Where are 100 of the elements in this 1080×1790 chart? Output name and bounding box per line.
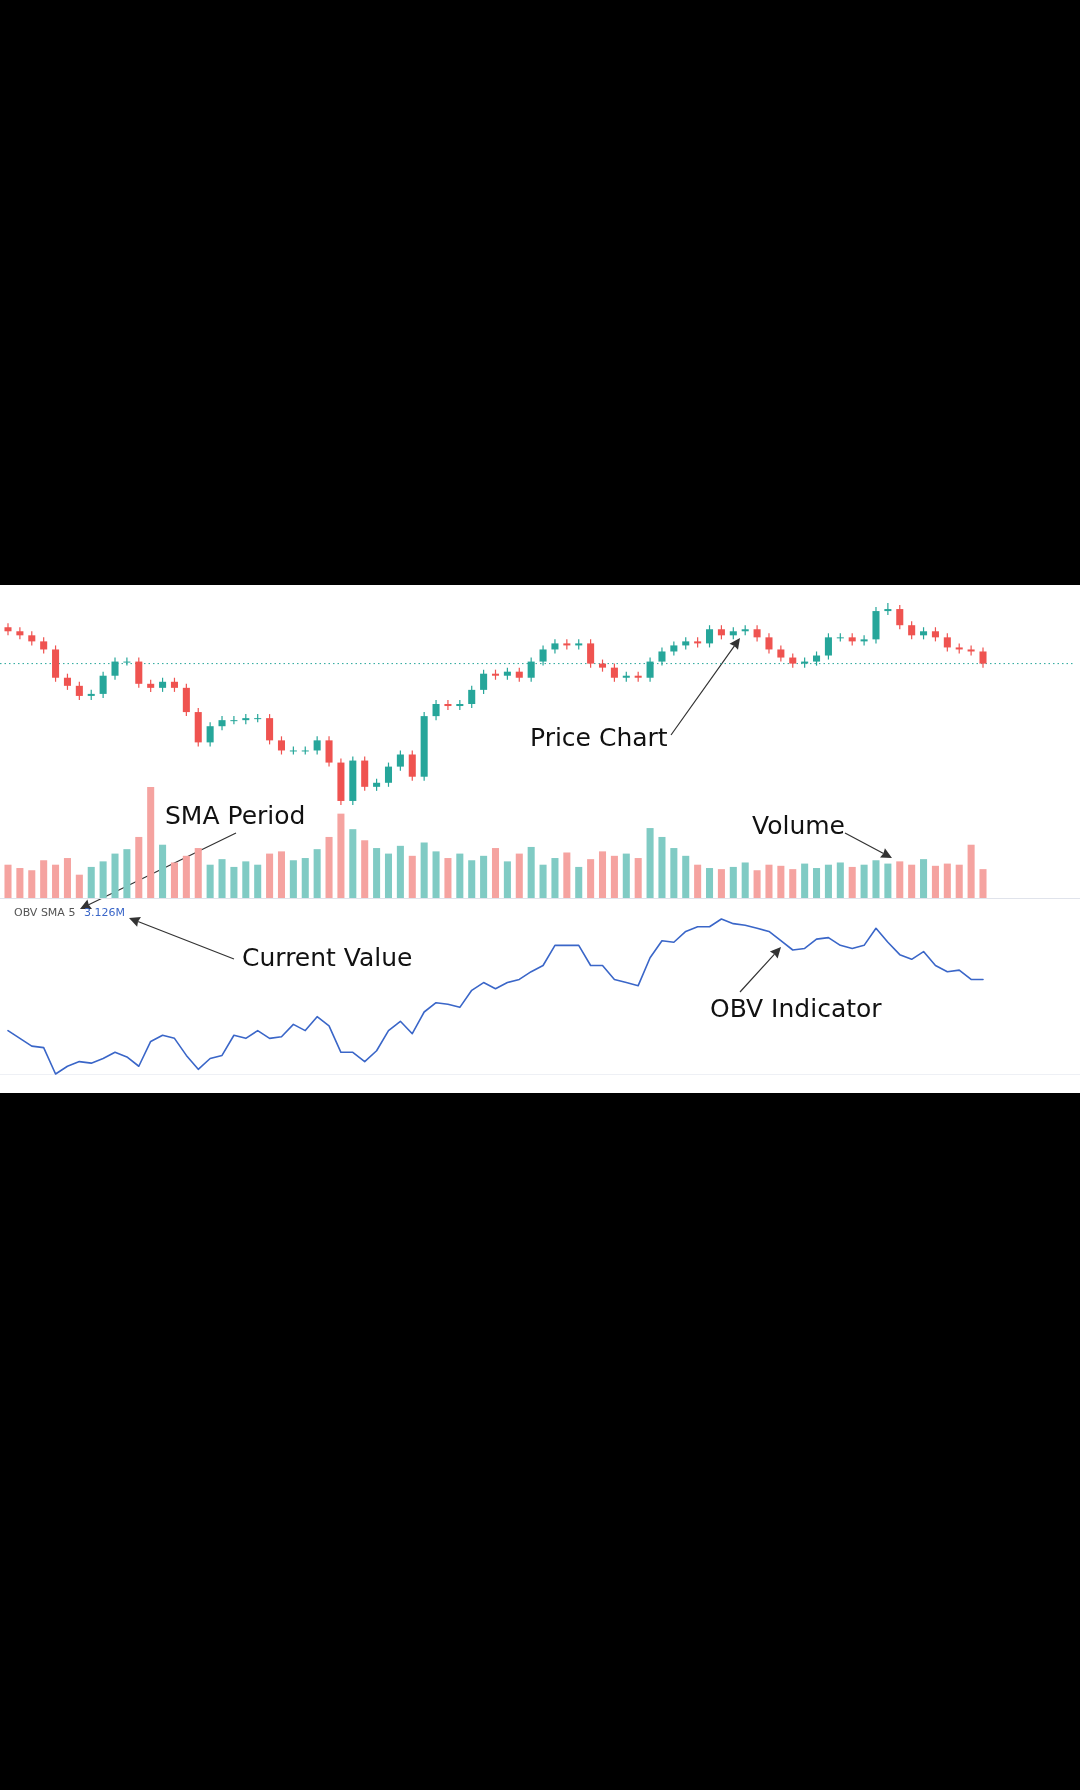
- bar: [289, 860, 297, 898]
- bar: [373, 848, 381, 898]
- bar: [277, 851, 285, 898]
- bar: [527, 846, 535, 898]
- candlestick: [396, 749, 404, 772]
- bar: [741, 862, 749, 898]
- candlestick: [16, 626, 24, 640]
- candlestick: [384, 761, 393, 788]
- bar: [646, 828, 654, 898]
- candlestick: [468, 685, 476, 709]
- bar: [598, 851, 607, 898]
- candlestick: [432, 699, 440, 721]
- candlestick: [551, 638, 559, 655]
- candlestick: [277, 735, 285, 756]
- candlestick: [135, 656, 143, 689]
- bar: [717, 869, 725, 898]
- bar: [242, 861, 250, 898]
- bar: [563, 852, 571, 898]
- bar: [765, 864, 773, 898]
- candlestick: [860, 634, 868, 647]
- candlestick: [313, 735, 321, 756]
- bar: [206, 864, 214, 898]
- bar: [801, 863, 809, 898]
- candlestick: [123, 656, 131, 667]
- bar: [384, 853, 393, 898]
- candlestick: [943, 632, 951, 653]
- bar: [4, 864, 12, 898]
- candlestick: [884, 602, 892, 616]
- bar: [337, 813, 345, 898]
- candlestick: [646, 656, 654, 683]
- bar: [396, 845, 404, 898]
- bar: [551, 858, 559, 898]
- candlestick: [908, 620, 916, 640]
- annotation: SMA Period: [165, 801, 306, 830]
- bar: [135, 836, 143, 898]
- chart-subtitle: 3.126M: [84, 906, 125, 919]
- annotation: Price Chart: [530, 723, 668, 752]
- bar: [230, 866, 238, 898]
- bar: [610, 855, 618, 898]
- bar: [170, 862, 178, 898]
- bar: [349, 829, 357, 898]
- candlestick: [230, 715, 238, 725]
- bar: [789, 869, 797, 898]
- bar: [955, 864, 963, 898]
- bar: [325, 836, 333, 898]
- candlestick: [610, 663, 618, 683]
- bar: [896, 861, 904, 898]
- candlestick: [670, 640, 678, 657]
- bar: [682, 855, 690, 898]
- bar: [884, 863, 892, 898]
- bar: [87, 866, 95, 898]
- bar: [408, 855, 416, 898]
- bar: [491, 848, 500, 898]
- bar: [848, 866, 856, 898]
- bar: [931, 865, 939, 898]
- bar: [468, 860, 476, 898]
- bar: [920, 859, 928, 898]
- bar: [967, 844, 975, 898]
- bar: [123, 849, 131, 898]
- bar: [587, 859, 595, 898]
- annotation: OBV Indicator: [710, 994, 883, 1023]
- candlestick: [218, 715, 226, 731]
- bar: [40, 860, 48, 898]
- bar: [444, 858, 452, 898]
- bar: [99, 861, 107, 898]
- bar: [634, 858, 642, 898]
- bar: [159, 844, 167, 898]
- bar: [63, 858, 71, 898]
- bar: [539, 864, 547, 898]
- candlestick: [587, 638, 595, 669]
- candlestick: [896, 604, 904, 630]
- bar: [194, 848, 202, 898]
- bar: [824, 864, 832, 898]
- bar: [301, 858, 309, 898]
- candlestick: [75, 681, 83, 701]
- bar: [254, 864, 262, 898]
- bar: [218, 859, 226, 898]
- bar: [658, 836, 666, 898]
- bar: [503, 861, 511, 898]
- bar: [860, 864, 868, 898]
- candlestick: [408, 749, 416, 782]
- bar: [266, 853, 274, 898]
- candlestick: [824, 632, 832, 661]
- candlestick: [979, 646, 987, 669]
- chart-title: OBV SMA 5: [14, 906, 76, 919]
- bar: [622, 853, 630, 898]
- bar: [908, 864, 916, 898]
- bar: [480, 855, 488, 898]
- bar: [52, 864, 60, 898]
- annotation: Volume: [752, 811, 845, 840]
- bar: [777, 865, 785, 898]
- annotation: Current Value: [242, 943, 413, 972]
- candlestick: [266, 713, 274, 745]
- candlestick: [480, 669, 488, 695]
- bar: [753, 870, 761, 898]
- bar: [694, 864, 702, 898]
- candlestick: [765, 632, 773, 655]
- bar: [361, 840, 369, 898]
- bar: [515, 853, 523, 898]
- bar: [16, 868, 24, 898]
